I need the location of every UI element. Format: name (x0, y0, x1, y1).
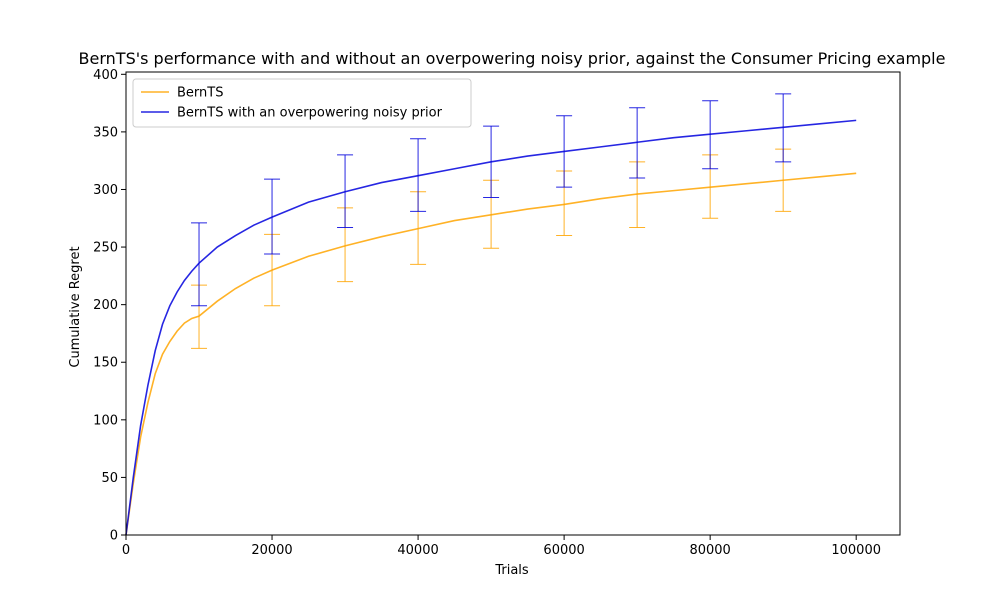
x-tick-label-0: 0 (122, 543, 130, 558)
plot-frame (125, 71, 901, 536)
legend-item-0: BernTS (141, 86, 223, 101)
y-tick-label-0: 0 (110, 529, 118, 544)
x-tick-label-3: 60000 (543, 543, 584, 558)
y-tick-label-7: 350 (93, 125, 118, 140)
errorbar-1-5 (556, 115, 573, 188)
y-tick-label-3: 150 (93, 356, 118, 371)
y-tick-label-2: 100 (93, 413, 118, 428)
series-line-1 (125, 119, 857, 536)
errorbar-1-7 (702, 100, 719, 170)
y-tick-label-4: 200 (93, 298, 118, 313)
legend-label: BernTS with an overpowering noisy prior (177, 106, 443, 121)
y-tick-label-1: 50 (101, 471, 118, 486)
x-tick-label-2: 40000 (397, 543, 438, 558)
x-axis: 0 20000 40000 60000 80000 100000 (122, 535, 881, 558)
errorbar-1-0 (191, 222, 208, 307)
legend-item-1: BernTS with an overpowering noisy prior (141, 106, 443, 121)
y-tick-label-8: 400 (93, 68, 118, 83)
legend: BernTS BernTS with an overpowering noisy … (132, 78, 472, 128)
legend-box (132, 78, 472, 128)
errorbar-1-4 (483, 125, 500, 199)
errorbar-1-1 (264, 178, 281, 255)
x-tick-label-5: 100000 (831, 543, 881, 558)
y-axis: 0 50 100 150 200 250 300 350 400 (93, 68, 126, 544)
x-axis-label: Trials (494, 563, 529, 578)
y-tick-label-5: 250 (93, 241, 118, 256)
errorbar-1-6 (629, 107, 646, 179)
chart-title: BernTS's performance with and without an… (79, 49, 946, 68)
y-axis-label: Cumulative Regret (68, 246, 83, 367)
legend-label: BernTS (177, 86, 223, 101)
x-tick-label-1: 20000 (251, 543, 292, 558)
y-tick-label-6: 300 (93, 183, 118, 198)
series-line-0 (125, 172, 857, 536)
errorbar-1-2 (337, 154, 354, 228)
errorbar-1-8 (775, 93, 792, 163)
errorbar-1-3 (410, 138, 427, 212)
plot-area (125, 71, 901, 536)
x-tick-label-4: 80000 (689, 543, 730, 558)
